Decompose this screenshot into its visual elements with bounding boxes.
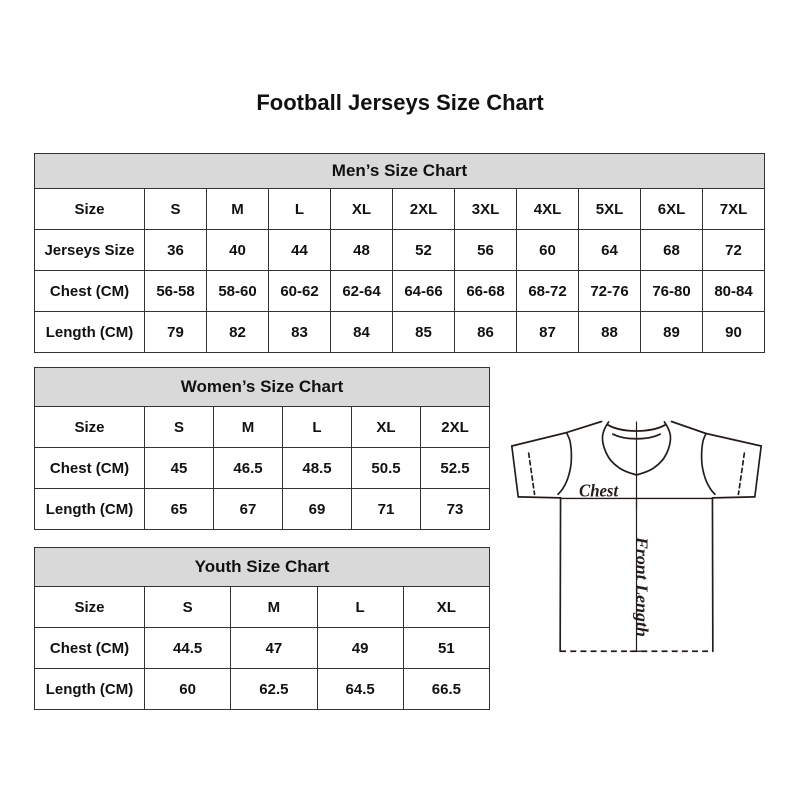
svg-text:Front Length: Front Length xyxy=(633,536,651,637)
svg-text:Chest: Chest xyxy=(579,481,619,501)
